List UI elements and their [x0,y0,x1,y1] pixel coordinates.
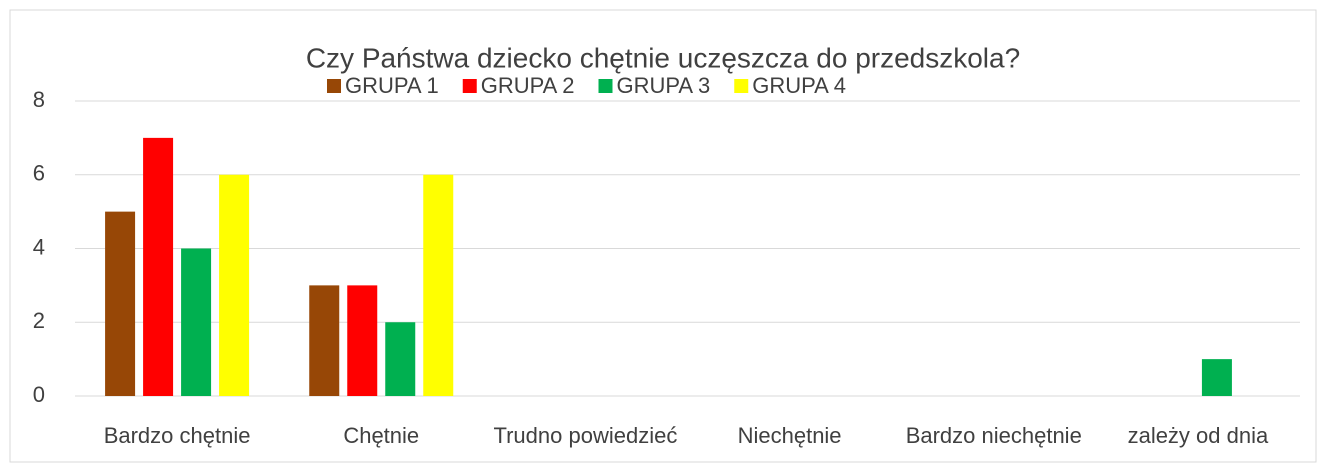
legend-swatch [734,79,749,93]
legend-label: GRUPA 3 [617,73,711,98]
legend-label: GRUPA 1 [345,73,439,98]
bar [347,285,378,396]
x-tick-label: Bardzo chętnie [104,423,251,448]
bar [219,174,250,396]
x-tick-label: Trudno powiedzieć [493,423,677,448]
y-tick-label: 8 [33,87,45,112]
y-tick-label: 0 [33,382,45,407]
x-tick-label: Niechętnie [738,423,842,448]
x-tick-label: Chętnie [343,423,419,448]
legend-swatch [327,79,341,93]
y-tick-label: 6 [33,161,45,186]
bar [309,285,340,396]
bar [423,174,454,396]
chart-title: Czy Państwa dziecko chętnie uczęszcza do… [306,42,1020,73]
legend-swatch [598,79,613,93]
x-tick-label: zależy od dnia [1128,423,1269,448]
bar [105,211,136,396]
bar [143,137,174,396]
bar [1201,359,1232,396]
x-tick-label: Bardzo niechętnie [906,423,1082,448]
y-tick-label: 4 [33,234,45,259]
legend-swatch [462,79,477,93]
bar [181,248,212,396]
bar [385,322,416,396]
legend-label: GRUPA 4 [752,73,846,98]
legend-label: GRUPA 2 [481,73,575,98]
y-tick-label: 2 [33,308,45,333]
